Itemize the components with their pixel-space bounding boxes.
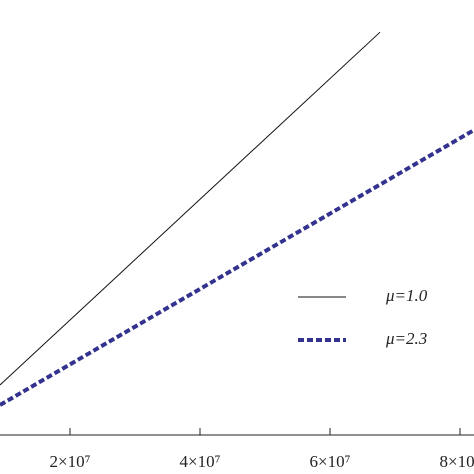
x-tick-label: 2×10⁷	[50, 452, 91, 471]
x-tick-label: 4×10⁷	[180, 452, 221, 471]
x-tick-label: 6×10⁷	[310, 452, 351, 471]
series-line	[0, 128, 474, 407]
legend-label: μ=1.0	[385, 286, 428, 305]
x-tick-label: 8×10⁷	[440, 452, 474, 471]
legend-label: μ=2.3	[385, 329, 427, 348]
series-line	[0, 31, 381, 386]
